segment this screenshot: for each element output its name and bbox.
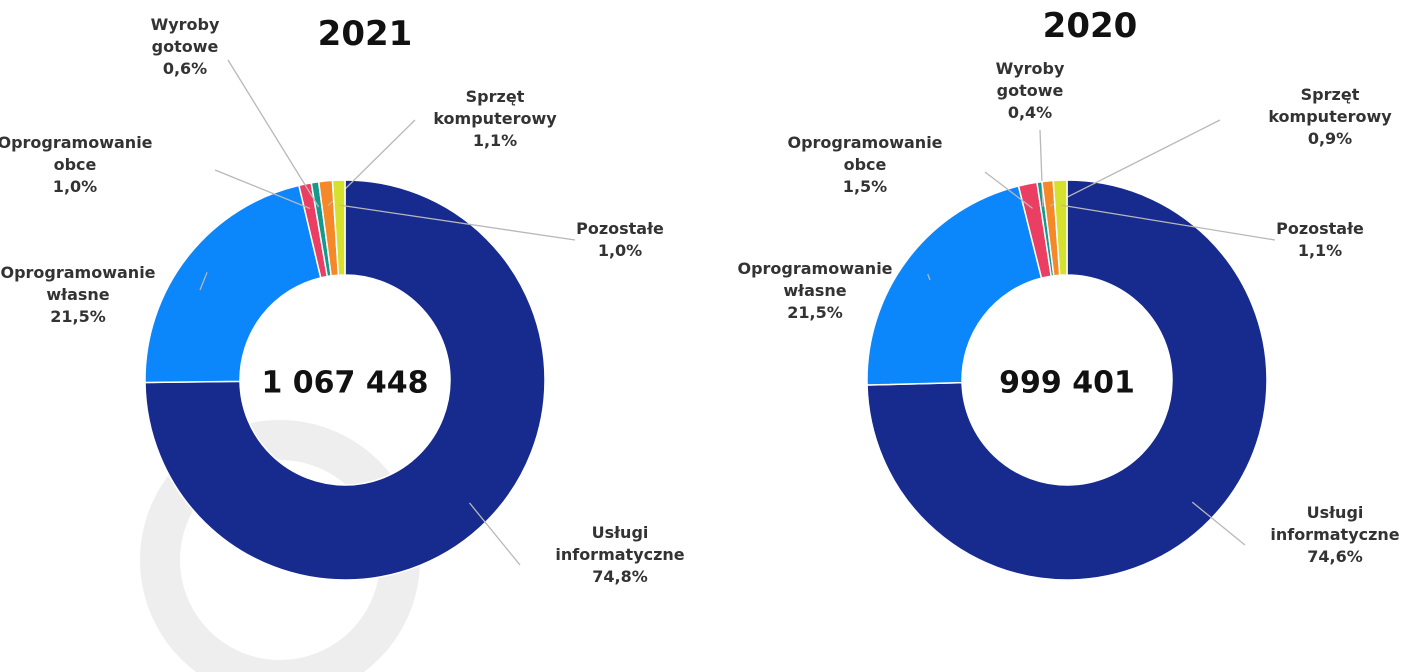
leader-line	[227, 59, 320, 208]
slice	[1052, 179, 1068, 277]
chart-title: 2020	[1042, 6, 1138, 46]
slice	[144, 179, 546, 581]
slice-value: 21,5%	[50, 307, 106, 326]
slice	[866, 179, 1268, 581]
slice	[331, 179, 346, 277]
slice-label: Oprogramowanie obce 1,0%	[0, 132, 153, 198]
slice-name: Oprogramowanie własne	[0, 263, 156, 304]
slice-label: Wyroby gotowe 0,6%	[151, 14, 220, 80]
slice-name: Usługi informatyczne	[555, 523, 685, 564]
slice-name: Oprogramowanie obce	[0, 133, 153, 174]
leader-line	[1060, 204, 1276, 241]
slice-label: Oprogramowanie własne 21,5%	[737, 258, 892, 324]
slice-name: Usługi informatyczne	[1270, 503, 1400, 544]
slice-value: 1,0%	[52, 177, 98, 196]
leader-line	[984, 171, 1033, 209]
slice-value: 1,0%	[597, 241, 643, 260]
slice	[866, 185, 1043, 386]
slice	[144, 184, 322, 384]
slice-label: Oprogramowanie własne 21,5%	[0, 262, 155, 328]
slice-value: 0,4%	[1007, 103, 1053, 122]
slice-name: Pozostałe	[1276, 219, 1364, 238]
leader-line	[1039, 129, 1044, 207]
slice-value: 1,1%	[1297, 241, 1343, 260]
slice-label: Pozostałe 1,0%	[576, 218, 664, 262]
slice-value: 21,5%	[787, 303, 843, 322]
leader-line	[214, 169, 311, 210]
leader-line	[1191, 501, 1246, 546]
center-label: 1 067 448	[261, 365, 429, 401]
slice-label: Oprogramowanie obce 1,5%	[787, 132, 942, 198]
slice-name: Oprogramowanie własne	[737, 259, 893, 300]
slice-name: Pozostałe	[576, 219, 664, 238]
slice-label: Usługi informatyczne 74,8%	[555, 522, 684, 588]
slice-value: 74,6%	[1307, 547, 1363, 566]
leader-line	[927, 273, 931, 281]
leader-line	[199, 272, 208, 291]
leader-line	[469, 502, 521, 566]
slice-label: Wyroby gotowe 0,4%	[996, 58, 1065, 124]
slice-name: Oprogramowanie obce	[787, 133, 943, 174]
slice-label: Sprzęt komputerowy 1,1%	[433, 86, 556, 152]
slice-value: 0,9%	[1307, 129, 1353, 148]
slice-name: Wyroby gotowe	[995, 59, 1065, 100]
slice-value: 1,1%	[472, 131, 518, 150]
slice-label: Sprzęt komputerowy 0,9%	[1268, 84, 1391, 150]
chart-title: 2021	[317, 14, 413, 54]
slice-label: Usługi informatyczne 74,6%	[1270, 502, 1399, 568]
leader-line	[1049, 119, 1221, 207]
slice-value: 74,8%	[592, 567, 648, 586]
slice-name: Wyroby gotowe	[150, 15, 220, 56]
center-label: 999 401	[999, 365, 1135, 401]
slice-label: Pozostałe 1,1%	[1276, 218, 1364, 262]
slice-name: Sprzęt komputerowy	[433, 87, 557, 128]
leader-line	[339, 204, 576, 241]
slice-name: Sprzęt komputerowy	[1268, 85, 1392, 126]
slice-value: 0,6%	[162, 59, 208, 78]
slice-value: 1,5%	[842, 177, 888, 196]
